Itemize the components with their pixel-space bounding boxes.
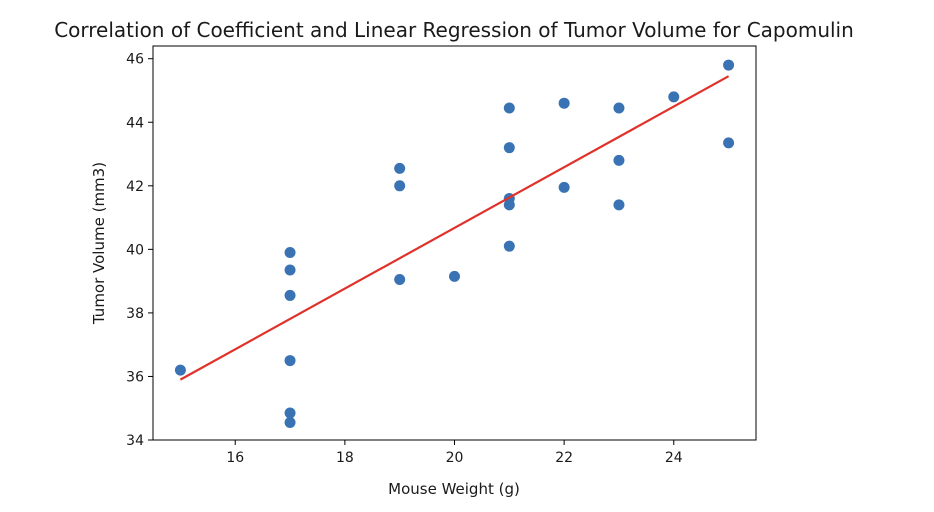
x-tick-label: 20 [446,450,464,466]
data-point [503,102,515,114]
y-tick-label: 42 [126,179,144,195]
y-axis: 34 36 38 40 42 44 46 [126,52,153,449]
y-tick-label: 38 [126,306,144,322]
data-point [284,264,296,276]
data-point [394,180,406,192]
data-point [284,417,296,429]
data-point [284,355,296,367]
data-point [723,59,735,71]
data-point [503,199,515,211]
y-axis-label: Tumor Volume (mm3) [90,162,108,325]
y-tick-label: 40 [126,242,144,258]
x-tick-label: 22 [555,450,573,466]
y-tick-label: 36 [126,369,144,385]
data-point [503,142,515,154]
data-point [284,407,296,419]
regression-line [179,75,730,381]
x-axis: 16 18 20 22 24 [226,440,683,466]
y-tick-label: 44 [126,115,144,131]
data-point [449,270,460,282]
data-point [558,181,570,193]
x-axis-label: Mouse Weight (g) [388,480,520,498]
x-tick-label: 16 [226,450,244,466]
x-tick-label: 24 [665,450,683,466]
data-point [613,154,625,166]
data-point [558,97,570,109]
plot-area [174,59,735,429]
data-point [394,274,406,286]
x-tick-label: 18 [336,450,354,466]
data-point [613,199,625,211]
data-point [668,91,680,103]
data-point [503,240,515,252]
data-point [284,247,296,259]
data-point [174,364,186,376]
y-tick-label: 46 [126,52,144,68]
chart-title: Correlation of Coefficient and Linear Re… [54,18,854,42]
plot-frame [152,45,757,441]
data-point [394,162,406,174]
y-tick-label: 34 [126,433,144,449]
data-point [284,289,296,301]
data-point [613,102,625,114]
data-point [723,137,735,149]
